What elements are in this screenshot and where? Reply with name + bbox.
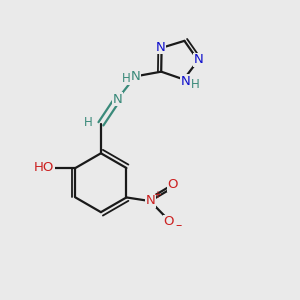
- Text: +: +: [153, 190, 161, 200]
- Text: N: N: [146, 194, 156, 207]
- Text: H: H: [84, 116, 93, 129]
- Text: N: N: [112, 93, 122, 106]
- Text: –: –: [176, 219, 182, 232]
- Text: O: O: [164, 215, 174, 229]
- Text: N: N: [130, 70, 140, 83]
- Text: H: H: [122, 71, 130, 85]
- Text: N: N: [181, 75, 190, 88]
- Text: N: N: [156, 41, 166, 54]
- Text: O: O: [168, 178, 178, 191]
- Text: H: H: [191, 78, 200, 91]
- Text: N: N: [194, 53, 204, 66]
- Text: HO: HO: [34, 161, 54, 175]
